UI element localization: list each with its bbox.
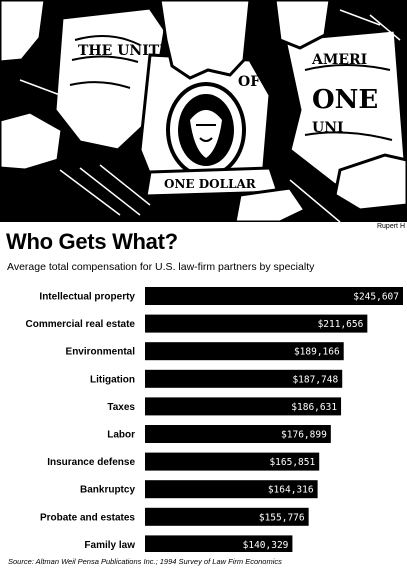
category-label: Taxes: [107, 402, 135, 413]
hand-icon: [0, 0, 407, 222]
value-label: $164,316: [268, 485, 314, 496]
category-label: Litigation: [90, 374, 135, 385]
value-label: $187,748: [292, 374, 338, 385]
category-label: Environmental: [66, 347, 136, 358]
torn-bill-right: AMERI ONE UNI: [283, 28, 407, 187]
value-label: $211,656: [318, 319, 364, 330]
photo-credit: Rupert H: [376, 223, 405, 230]
category-label: Intellectual property: [39, 292, 135, 303]
bar: [145, 287, 403, 305]
bill-text: AMERI: [311, 52, 367, 68]
bill-text: ONE DOLLAR: [164, 177, 257, 191]
chart-source: Source: Altman Weil Pensa Publications I…: [8, 557, 282, 566]
value-label: $155,776: [259, 512, 305, 523]
hands-grabbing-dollar-illustration: THE UNITED OF AMERI ONE UNI ONE DOLLAR: [0, 0, 407, 222]
category-label: Commercial real estate: [25, 319, 135, 330]
value-label: $189,166: [294, 347, 340, 358]
category-label: Probate and estates: [40, 512, 135, 523]
hatching: [19, 9, 401, 222]
bill-text: OF: [238, 74, 260, 90]
bar: [145, 369, 343, 388]
bar: [145, 314, 368, 333]
value-label: $165,851: [269, 457, 315, 468]
bar: [145, 397, 342, 416]
bar: [145, 452, 320, 471]
bar: [145, 535, 293, 552]
bill-text: ONE: [312, 85, 378, 115]
chart-subtitle: Average total compensation for U.S. law-…: [7, 261, 315, 273]
bar: [145, 480, 318, 499]
category-label: Labor: [107, 430, 135, 441]
bar: [145, 342, 344, 361]
bar: [145, 507, 309, 526]
bill-banner: ONE DOLLAR: [144, 166, 281, 198]
category-label: Family law: [84, 540, 135, 551]
compensation-bar-chart: Intellectual property $245,607 Commercial …: [25, 287, 403, 552]
value-label: $245,607: [353, 292, 399, 303]
bill-text: UNI: [312, 120, 344, 136]
value-label: $140,329: [243, 540, 289, 551]
category-label: Bankruptcy: [80, 485, 135, 496]
value-label: $186,631: [291, 402, 337, 413]
value-label: $176,899: [281, 430, 327, 441]
bar: [145, 425, 331, 443]
chart-headline: Who Gets What?: [6, 229, 178, 254]
category-label: Insurance defense: [47, 457, 135, 468]
